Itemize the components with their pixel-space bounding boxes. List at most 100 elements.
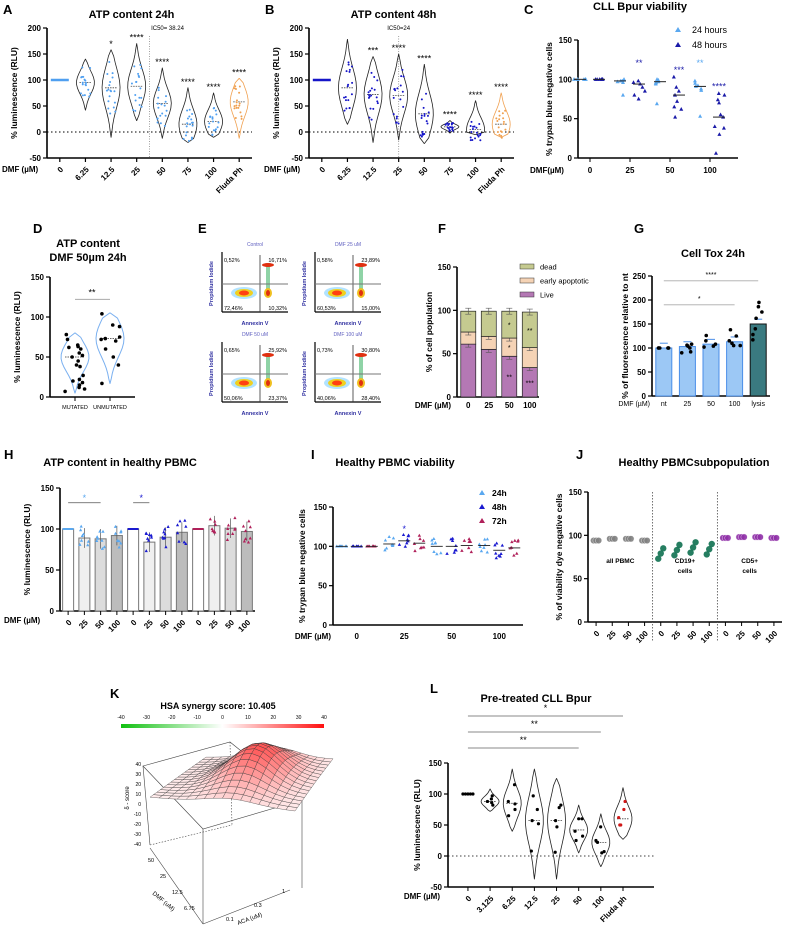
- y-tick-label: 25: [160, 874, 166, 880]
- legend-marker: [675, 27, 681, 32]
- data-point-48h: [454, 548, 458, 552]
- significance-marker: ***: [526, 380, 534, 387]
- data-point: [135, 80, 138, 83]
- data-point-72h: [512, 553, 516, 557]
- data-point: [74, 363, 79, 367]
- y-tick-label: 150: [31, 273, 45, 282]
- data-point: [660, 545, 667, 552]
- quadrant-ll: 72,46%: [224, 306, 243, 312]
- data-point-72h: [467, 537, 471, 541]
- data-point: [108, 95, 111, 98]
- violin-Fluda ph: [613, 787, 633, 840]
- y-tick-label: -50: [291, 154, 303, 163]
- x-tick-label: 0: [318, 165, 328, 175]
- data-point-48h: [494, 556, 499, 560]
- panel-letter: B: [265, 2, 274, 17]
- y-tick-label: 50: [318, 582, 327, 591]
- x-tick-label: 100: [236, 618, 252, 634]
- data-point: [471, 127, 474, 130]
- data-point-48-hours: [717, 100, 722, 105]
- panel-letter: H: [4, 447, 13, 462]
- population-early-core: [359, 290, 363, 296]
- data-point-48h: [405, 537, 410, 541]
- significance-marker: ***: [368, 46, 379, 56]
- data-point-24-hours: [693, 81, 698, 85]
- data-point-48h: [452, 550, 456, 554]
- flow-y-label: Propidium Iodide: [302, 261, 308, 306]
- data-point: [160, 103, 163, 106]
- bar-48h-50: [159, 536, 172, 612]
- data-point: [475, 131, 478, 134]
- data-point-48-hours: [632, 92, 637, 97]
- data-point: [347, 99, 350, 102]
- data-point-48-hours: [717, 132, 722, 136]
- x-tick-label: 50: [666, 166, 675, 175]
- data-point: [347, 61, 350, 64]
- data-point: [504, 109, 507, 112]
- panel-A: A ATP content 24h -50 0 50 100 150 200 % lumines…: [2, 2, 252, 195]
- x-tick-label: 25: [684, 401, 692, 408]
- significance-marker: **: [531, 719, 539, 729]
- data-point-24h: [432, 549, 436, 553]
- data-point: [553, 819, 558, 823]
- data-point: [498, 114, 501, 117]
- panel-G: G Cell Tox 24h 0 50 100 150 200 250% of fluores…: [618, 221, 770, 408]
- data-point: [370, 118, 373, 121]
- data-point: [347, 83, 350, 86]
- data-point: [479, 139, 482, 142]
- data-point: [84, 84, 87, 87]
- data-point: [479, 132, 482, 135]
- significance-marker: *: [544, 703, 548, 713]
- data-point: [147, 538, 151, 542]
- group-label: all PBMC: [606, 558, 634, 565]
- data-point: [242, 539, 246, 543]
- legend-marker: [479, 504, 485, 509]
- population-late-apoptotic: [262, 353, 274, 357]
- data-point-24h: [383, 538, 388, 542]
- data-point: [498, 110, 501, 113]
- data-point: [350, 93, 353, 96]
- y-axis-label: % luminescence (RLU): [9, 47, 19, 139]
- data-point-48-hours: [642, 88, 647, 93]
- flow-plot: DMF 25 uM 0,58% 23,89% 60,53% 15,00% Annexin …: [302, 242, 381, 327]
- data-point-24h: [477, 542, 482, 546]
- data-point-48h: [405, 541, 409, 545]
- data-point: [100, 312, 104, 316]
- data-point: [401, 90, 404, 93]
- y-tick-label: 0: [642, 392, 647, 401]
- data-point: [77, 377, 82, 382]
- data-point-48-hours: [721, 125, 726, 130]
- x-tick-label: 12.5: [361, 165, 379, 183]
- data-point: [502, 120, 505, 123]
- y-tick-label: 100: [31, 313, 45, 322]
- data-point: [233, 87, 236, 90]
- data-point-72h: [467, 539, 471, 543]
- data-point: [466, 792, 470, 796]
- data-point: [84, 79, 87, 82]
- data-point: [611, 535, 619, 543]
- x-axis-label: DMF(µM): [530, 166, 564, 175]
- y-tick-label: -50: [29, 154, 41, 163]
- data-point: [248, 536, 252, 540]
- data-point: [504, 128, 507, 131]
- x-tick-label: 75: [443, 165, 456, 178]
- data-point: [243, 537, 248, 541]
- data-point-24-hours: [622, 77, 627, 81]
- x-tick-label: 100: [465, 165, 481, 181]
- data-point: [130, 82, 133, 85]
- data-point: [185, 125, 188, 128]
- data-point: [420, 135, 423, 138]
- data-point: [88, 95, 91, 98]
- data-point-48h: [493, 543, 497, 547]
- data-point: [71, 379, 75, 383]
- data-point-24h: [384, 546, 389, 550]
- flow-x-label: Annexin V: [242, 411, 269, 417]
- panel-letter: C: [524, 2, 534, 17]
- data-point-48h: [406, 534, 410, 538]
- colorbar-tick: -30: [143, 715, 150, 721]
- data-point: [110, 323, 115, 327]
- colorbar-tick: -20: [168, 715, 175, 721]
- legend-marker: [675, 42, 681, 47]
- data-point: [394, 89, 397, 92]
- quadrant-ll: 40,06%: [317, 396, 336, 402]
